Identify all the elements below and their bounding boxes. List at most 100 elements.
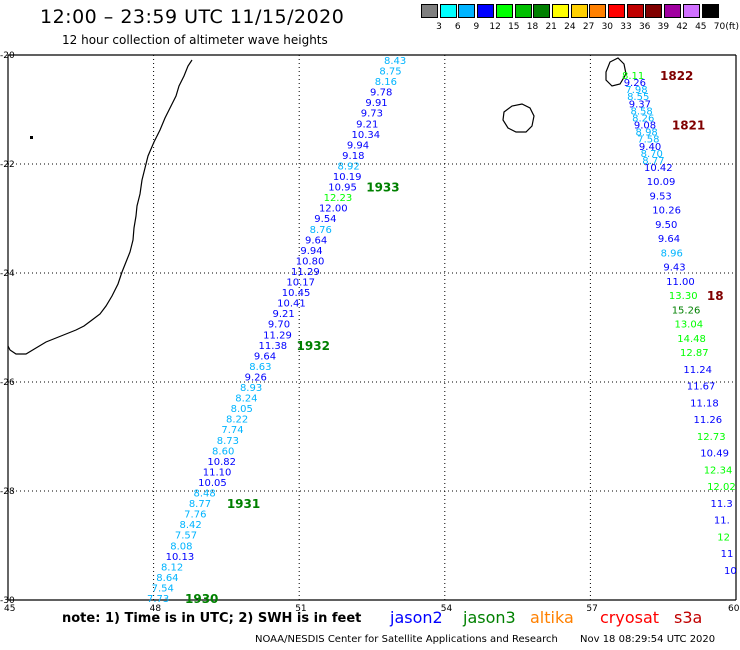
madagascar-coastline [7,59,193,355]
scale-label-27: 27 [582,22,595,32]
wave-height-value: 8.08 [170,541,192,552]
wave-height-value: 8.75 [379,67,401,78]
scale-swatch-24 [551,4,569,18]
wave-height-value: 10.45 [282,288,311,299]
wave-height-value: 8.70 [641,149,663,160]
wave-height-value: 7.74 [221,425,243,436]
track-time-label: 1930 [185,592,218,606]
scale-swatch-9 [458,4,476,18]
scale-label-42: 42 [676,22,688,32]
wave-height-value: 9.26 [245,372,267,383]
track-time-label: 1822 [660,69,693,83]
wave-height-value: 11.26 [694,415,723,426]
wave-height-value: 15.26 [672,305,701,316]
wave-height-value: 12.87 [680,348,709,359]
wave-height-value: 10.49 [700,449,729,460]
wave-height-value: 9.26 [624,78,646,89]
scale-swatch-15 [495,4,513,18]
altimeter-track-2: 8.119.267.988.559.378.588.269.088.987.58… [622,69,737,577]
lon-tick-label: 45 [4,604,15,614]
wave-height-value: 9.54 [314,214,336,225]
footer-timestamp: Nov 18 08:29:54 UTC 2020 [580,634,716,645]
track-time-label: 1932 [297,339,330,353]
scale-swatch-39 [645,4,663,18]
islet-left [30,136,33,139]
scale-label-12: 12 [489,22,501,32]
lon-tick-label: 57 [586,604,597,614]
lat-tick-label: -24 [0,269,15,279]
wave-height-value: 9.53 [650,191,672,202]
wave-height-value: 7.57 [175,531,197,542]
scale-swatch-30 [589,4,607,18]
legend-jason2: jason2 [390,608,443,627]
wave-height-value: 8.60 [212,446,234,457]
wave-height-value: 10 [724,566,737,577]
wave-height-value: 13.30 [669,291,698,302]
wave-height-value: 10.95 [328,183,357,194]
wave-height-value: 10.26 [652,206,681,217]
map-grid [7,54,737,601]
scale-label-70: 70 [713,22,726,32]
wave-height-value: 11.3 [710,499,732,510]
lon-tick-label: 48 [150,604,162,614]
wave-height-value: 11.18 [690,398,719,409]
coastlines [7,57,627,355]
wave-height-value: 8.26 [632,113,654,124]
scale-swatch-12 [477,4,495,18]
wave-height-value: 8.93 [240,383,262,394]
mauritius-island [605,57,627,87]
wave-height-value: 8.24 [235,394,257,405]
wave-height-value: 8.77 [642,156,664,167]
wave-height-value: 10.80 [296,256,325,267]
wave-height-value: 10.09 [647,177,676,188]
wave-height-value: 9.73 [361,109,383,120]
wave-height-value: 8.55 [627,92,649,103]
wave-height-value: 9.21 [272,309,294,320]
scale-swatch-36 [626,4,644,18]
footer-credit: NOAA/NESDIS Center for Satellite Applica… [255,634,558,645]
wave-height-value: 9.70 [268,320,290,331]
legend-cryosat: cryosat [600,608,660,627]
legend-s3a: s3a [674,608,703,627]
wave-height-value: 14.48 [677,334,706,345]
wave-height-value: 10.13 [166,552,195,563]
wave-height-value: 12.73 [697,432,726,443]
page-subtitle: 12 hour collection of altimeter wave hei… [62,33,328,47]
wave-height-value: 12.02 [707,482,736,493]
wave-height-value: 7.73 [147,594,169,605]
track-time-label: 1821 [672,119,705,133]
wave-height-value: 10.17 [286,278,315,289]
wave-height-value: 9.64 [305,235,327,246]
wave-height-value: 11.29 [263,330,292,341]
wave-height-value: 9.40 [639,142,661,153]
scale-label-30: 30 [601,22,614,32]
wave-height-value: 8.12 [161,562,183,573]
scale-label-6: 6 [454,22,461,32]
wave-height-value: 11.67 [687,382,716,393]
lat-tick-label: -28 [0,487,15,497]
wave-height-value: 9.18 [342,151,364,162]
wave-height-value: 9.64 [254,351,276,362]
wave-height-value: 10.05 [198,478,227,489]
track-time-label: 1931 [227,497,260,511]
scale-label-3: 3 [436,22,442,32]
track-time-label: 18 [707,289,724,303]
scale-label-21: 21 [545,22,557,32]
wave-height-value: 12.34 [704,465,733,476]
wave-height-value: 11.38 [259,341,288,352]
wave-height-value: 7.58 [637,135,659,146]
wave-height-value: 8.42 [180,520,202,531]
scale-label-9: 9 [473,22,480,32]
wave-height-value: 11.29 [291,267,320,278]
lat-tick-label: -22 [0,160,15,170]
scale-swatch-6 [439,4,457,18]
wave-height-value: 10.19 [333,172,362,183]
wave-height-value: 11. [714,516,730,527]
wave-height-value: 8.73 [217,436,239,447]
scale-label-15: 15 [508,22,520,32]
wave-height-value: 8.77 [189,499,211,510]
scale-label-36: 36 [638,22,651,32]
lon-tick-label: 60 [728,604,740,614]
scale-swatch-18 [514,4,532,18]
